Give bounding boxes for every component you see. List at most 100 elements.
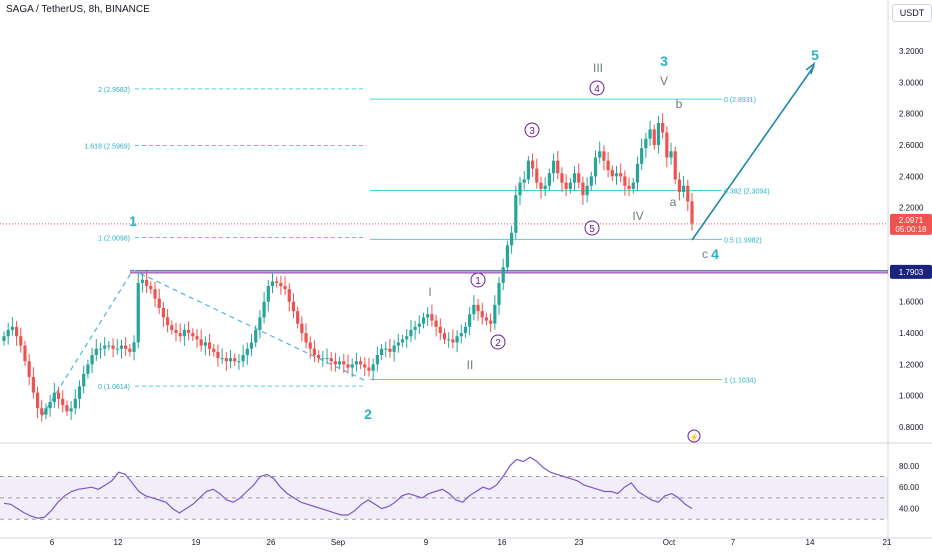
rsi-line	[3, 456, 693, 519]
price-tick-label: 3.0000	[899, 78, 924, 87]
candle-body	[145, 279, 149, 287]
price-tick-label: 3.2000	[899, 47, 924, 56]
wave-label-a: a	[670, 195, 677, 209]
wave-label-2: 2	[364, 406, 372, 422]
time-tick-label: Oct	[663, 538, 676, 547]
candle-body	[501, 267, 505, 283]
candle-body	[103, 345, 107, 349]
candle-body	[598, 151, 602, 158]
candle-body	[14, 326, 19, 337]
candle-body	[199, 339, 203, 346]
circled-wave-label-1: 1	[475, 276, 481, 287]
wave-label-4: 4	[711, 246, 719, 262]
candle-body	[338, 361, 342, 365]
time-tick-label: 12	[114, 538, 123, 547]
candle-body	[518, 182, 522, 196]
candle-body	[656, 123, 661, 146]
candle-body	[577, 173, 581, 183]
price-tick-label: 2.8000	[899, 110, 924, 119]
lightning-icon: ⚡	[689, 432, 699, 442]
candle-body	[543, 185, 547, 189]
wave-1-2-dashed	[41, 269, 367, 417]
candle-body	[346, 364, 350, 368]
candle-body	[522, 179, 526, 183]
candle-body	[556, 160, 560, 174]
candle-body	[396, 342, 400, 346]
candle-body	[619, 173, 623, 177]
candle-body	[203, 342, 207, 346]
candle-body	[174, 329, 178, 334]
candle-body	[497, 282, 501, 305]
time-tick-label: 14	[806, 538, 815, 547]
wave-label-roman-2: II	[467, 358, 474, 372]
candle-body	[585, 185, 589, 196]
candle-body	[627, 185, 631, 189]
currency-button[interactable]: USDT	[892, 4, 932, 22]
candle-body	[329, 358, 333, 362]
arrow-head	[805, 61, 816, 75]
candle-body	[669, 151, 673, 158]
candle-body	[409, 329, 413, 337]
candle-body	[132, 342, 136, 352]
candle-body	[589, 176, 593, 186]
candle-body	[115, 348, 119, 350]
candle-body	[665, 132, 669, 158]
candle-body	[233, 358, 237, 362]
price-tick-label: 1.2000	[899, 360, 924, 369]
candle-body	[157, 298, 161, 308]
candle-body	[434, 320, 438, 327]
candle-body	[107, 345, 111, 347]
key-level-tag	[890, 264, 932, 279]
candle-body	[593, 157, 598, 177]
candle-body	[623, 176, 627, 186]
candle-body	[287, 289, 291, 302]
candle-body	[124, 345, 128, 349]
candle-body	[526, 160, 530, 180]
candle-body	[94, 348, 98, 355]
candle-body	[220, 358, 224, 360]
candle-body	[296, 311, 300, 324]
candle-body	[275, 281, 279, 283]
candle-body	[262, 301, 266, 318]
candle-body	[325, 358, 329, 360]
candle-body	[484, 317, 489, 321]
candle-body	[363, 364, 367, 368]
candle-body	[186, 329, 191, 334]
candle-body	[195, 336, 199, 340]
candle-body	[342, 361, 346, 365]
circled-wave-label-5: 5	[589, 224, 595, 235]
candle-body	[564, 182, 568, 189]
candle-body	[237, 361, 241, 363]
candle-body	[266, 286, 270, 302]
candle-body	[547, 173, 551, 186]
candle-body	[375, 354, 379, 365]
candle-body	[480, 311, 484, 318]
time-tick-label: 6	[50, 538, 55, 547]
circled-wave-label-4: 4	[594, 84, 600, 95]
candle-body	[61, 398, 65, 406]
candle-body	[640, 148, 644, 164]
fib-left-label: 1 (2.0098)	[98, 236, 130, 243]
candle-body	[27, 361, 31, 377]
candle-body	[392, 345, 396, 352]
wave-label-5: 5	[811, 47, 819, 63]
candle-body	[421, 317, 426, 324]
fib-left-label: 1.618 (2.5969)	[84, 144, 130, 151]
circled-wave-3	[524, 122, 540, 138]
candle-body	[317, 354, 321, 359]
candle-body	[581, 182, 585, 196]
candle-body	[245, 348, 249, 355]
candle-body	[2, 336, 6, 341]
symbol-title: SAGA / TetherUS, 8h, BINANCE	[6, 4, 150, 15]
candle-body	[568, 182, 572, 189]
candle-body	[35, 392, 40, 409]
candle-body	[560, 173, 564, 183]
rsi-tick-label: 40.00	[899, 505, 920, 514]
candle-body	[602, 151, 606, 161]
candle-body	[371, 364, 375, 371]
candle-body	[476, 304, 480, 312]
candle-body	[417, 323, 421, 327]
circled-wave-1	[470, 272, 486, 288]
